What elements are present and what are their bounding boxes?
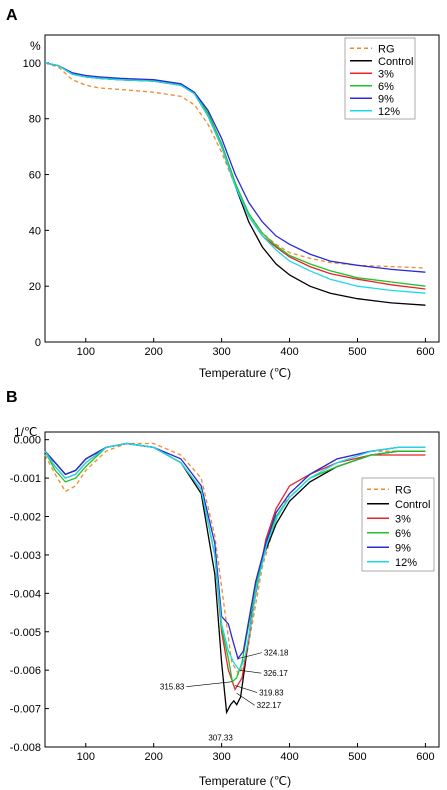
panel-b-legend: RG Control 3% 6% 9% 12% bbox=[361, 477, 435, 572]
series-line-12pct bbox=[44, 442, 426, 672]
legend-label: 9% bbox=[395, 542, 411, 554]
y-tick-label: -0.006 bbox=[10, 665, 41, 677]
panel-b-series bbox=[44, 442, 426, 715]
peak-annotation: 307.33 bbox=[208, 733, 233, 742]
panel-b-plot-frame bbox=[44, 431, 440, 748]
panel-a-series bbox=[44, 62, 426, 306]
x-tick-label: 300 bbox=[212, 751, 230, 763]
y-tick-label: -0.001 bbox=[10, 473, 41, 485]
panel-b-y-axis-label: 1/℃ bbox=[14, 425, 37, 439]
peak-annotation: 319.83 bbox=[259, 689, 284, 698]
peak-annotation: 315.83 bbox=[160, 683, 185, 692]
legend-label: 12% bbox=[395, 557, 417, 569]
x-tick-label: 300 bbox=[212, 346, 230, 358]
panel-a-letter: A bbox=[6, 7, 18, 24]
legend-label: 3% bbox=[378, 68, 394, 80]
annotation-leader bbox=[239, 669, 262, 674]
peak-annotation: 322.17 bbox=[257, 701, 282, 710]
panel-b-annotations: 324.18 326.17 315.83 319.83 322.17 307.33 bbox=[160, 649, 289, 743]
x-tick-label: 100 bbox=[77, 751, 95, 763]
x-tick-label: 600 bbox=[416, 346, 434, 358]
panel-a-plot-frame bbox=[44, 34, 440, 343]
legend-label: RG bbox=[378, 43, 395, 55]
series-line-rg bbox=[44, 62, 426, 269]
y-tick-label: 100 bbox=[23, 58, 41, 70]
y-tick-label: -0.003 bbox=[10, 550, 41, 562]
y-tick-label: 20 bbox=[29, 281, 41, 293]
legend-label: 3% bbox=[395, 513, 411, 525]
annotation-leader bbox=[237, 652, 263, 659]
y-tick-label: 60 bbox=[29, 170, 41, 182]
y-tick-label: 0 bbox=[35, 337, 41, 349]
legend-label: 6% bbox=[378, 81, 394, 93]
panel-a-chart: A % Temperature (℃) 100 200 300 400 500 600 0 2… bbox=[6, 7, 440, 380]
legend-label: 6% bbox=[395, 528, 411, 540]
panel-a-y-axis-label: % bbox=[30, 39, 41, 53]
legend-label: Control bbox=[378, 56, 413, 68]
peak-annotation: 324.18 bbox=[264, 649, 289, 658]
x-tick-label: 200 bbox=[145, 346, 163, 358]
series-line-12pct bbox=[44, 62, 426, 294]
peak-annotation: 326.17 bbox=[263, 669, 288, 678]
annotation-leader bbox=[186, 681, 233, 687]
y-tick-label: 40 bbox=[29, 225, 41, 237]
series-line-9pct bbox=[44, 442, 426, 661]
series-line-9pct bbox=[44, 62, 426, 273]
x-tick-label: 500 bbox=[348, 751, 366, 763]
panel-b-chart: B 1/℃ Temperature (℃) 100 200 300 400 500 600… bbox=[6, 389, 440, 788]
x-tick-label: 500 bbox=[348, 346, 366, 358]
annotation-leader bbox=[236, 692, 255, 706]
legend-label: 12% bbox=[378, 106, 400, 118]
legend-label: 9% bbox=[378, 93, 394, 105]
panel-a-x-axis-label: Temperature (℃) bbox=[199, 366, 291, 380]
panel-b-ticks: 100 200 300 400 500 600 0.000 -0.001 -0.002 -0.00… bbox=[10, 435, 435, 763]
y-tick-label: -0.004 bbox=[10, 588, 41, 600]
y-tick-label: -0.002 bbox=[10, 512, 41, 524]
y-tick-label: 0.000 bbox=[13, 435, 41, 447]
y-tick-label: -0.005 bbox=[10, 627, 41, 639]
y-tick-label: -0.008 bbox=[10, 742, 41, 754]
legend-label: RG bbox=[395, 484, 412, 496]
x-tick-label: 400 bbox=[280, 751, 298, 763]
x-tick-label: 400 bbox=[280, 346, 298, 358]
panel-b-x-axis-label: Temperature (℃) bbox=[199, 774, 291, 788]
x-tick-label: 100 bbox=[77, 346, 95, 358]
y-tick-label: -0.007 bbox=[10, 704, 41, 716]
legend-box bbox=[361, 477, 435, 572]
x-tick-label: 200 bbox=[145, 751, 163, 763]
y-tick-label: 80 bbox=[29, 114, 41, 126]
panel-b-letter: B bbox=[6, 389, 18, 406]
x-tick-label: 600 bbox=[416, 751, 434, 763]
legend-box bbox=[344, 37, 416, 120]
panel-a-ticks: 100 200 300 400 500 600 0 20 40 60 80 100 bbox=[23, 58, 435, 358]
annotation-leader bbox=[235, 685, 258, 693]
legend-label: Control bbox=[395, 499, 430, 511]
